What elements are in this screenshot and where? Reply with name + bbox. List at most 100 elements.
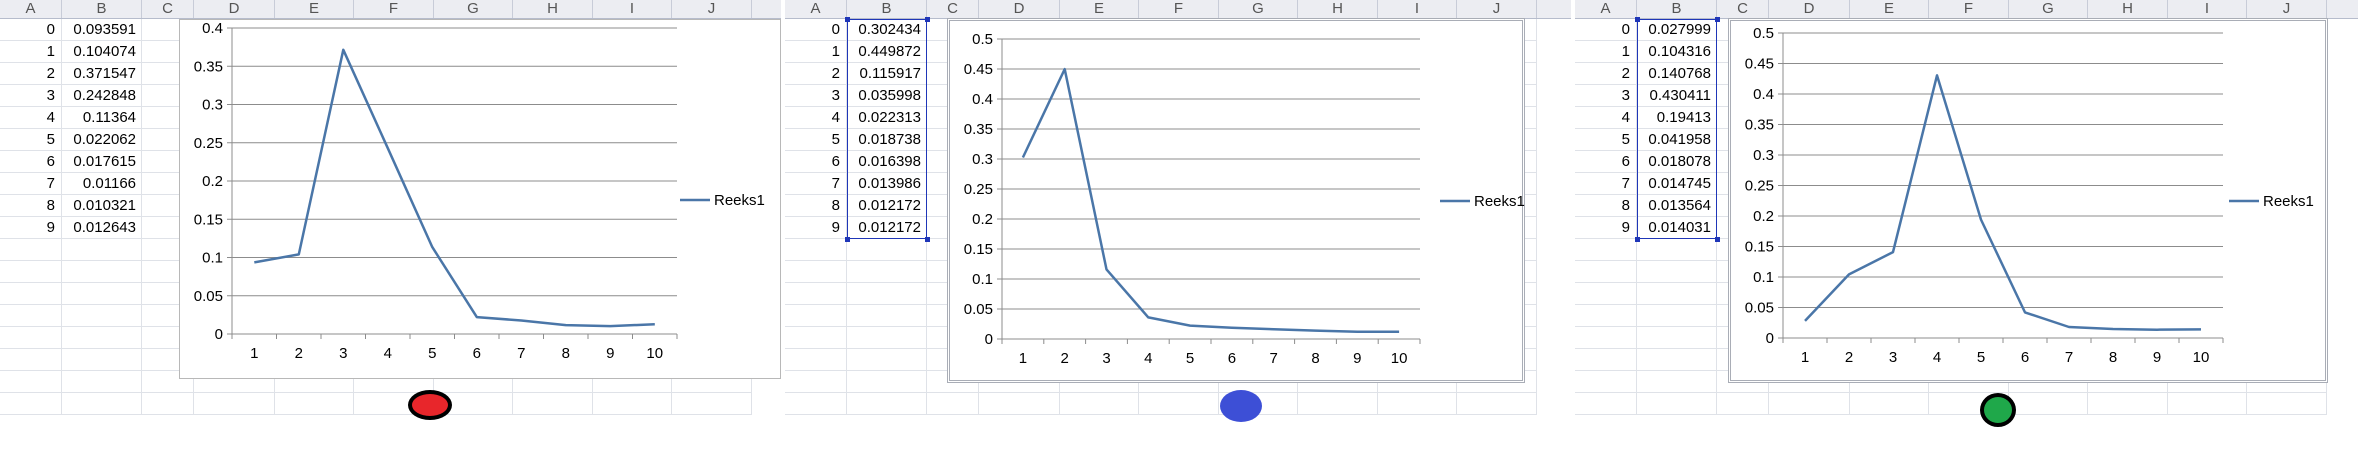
value-cell[interactable]: 0.012172 bbox=[847, 195, 927, 217]
column-header-f[interactable]: F bbox=[1139, 0, 1219, 18]
index-cell[interactable]: 2 bbox=[0, 63, 62, 85]
index-cell[interactable]: 4 bbox=[785, 107, 847, 129]
column-header-i[interactable]: I bbox=[2168, 0, 2247, 18]
selection-handle[interactable] bbox=[1635, 237, 1640, 242]
column-header-b[interactable]: B bbox=[62, 0, 142, 18]
column-header-h[interactable]: H bbox=[1298, 0, 1378, 18]
index-cell[interactable]: 0 bbox=[785, 19, 847, 41]
value-cell[interactable]: 0.104316 bbox=[1637, 41, 1717, 63]
index-cell[interactable]: 8 bbox=[1575, 195, 1637, 217]
value-cell[interactable]: 0.016398 bbox=[847, 151, 927, 173]
value-cell[interactable]: 0.01166 bbox=[62, 173, 142, 195]
index-cell[interactable]: 6 bbox=[0, 151, 62, 173]
value-cell[interactable]: 0.093591 bbox=[62, 19, 142, 41]
column-header-f[interactable]: F bbox=[354, 0, 434, 18]
column-header-h[interactable]: H bbox=[513, 0, 593, 18]
index-cell[interactable]: 3 bbox=[0, 85, 62, 107]
selection-handle[interactable] bbox=[845, 17, 850, 22]
column-header-g[interactable]: G bbox=[1219, 0, 1298, 18]
index-cell[interactable]: 8 bbox=[0, 195, 62, 217]
value-cell[interactable]: 0.013986 bbox=[847, 173, 927, 195]
line-chart-2[interactable]: 0 0.05 0.1 0.15 0.2 0.25 0.3 0.35 0.4 0.45 0.5 1 2 3 4… bbox=[947, 18, 1525, 383]
column-header-c[interactable]: C bbox=[142, 0, 194, 18]
index-cell[interactable]: 7 bbox=[1575, 173, 1637, 195]
column-header-i[interactable]: I bbox=[1378, 0, 1457, 18]
index-cell[interactable]: 0 bbox=[1575, 19, 1637, 41]
value-cell[interactable]: 0.430411 bbox=[1637, 85, 1717, 107]
index-cell[interactable]: 6 bbox=[785, 151, 847, 173]
column-header-j[interactable]: J bbox=[1457, 0, 1537, 18]
index-cell[interactable]: 2 bbox=[785, 63, 847, 85]
column-header-e[interactable]: E bbox=[1060, 0, 1139, 18]
value-cell[interactable]: 0.302434 bbox=[847, 19, 927, 41]
value-cell[interactable]: 0.371547 bbox=[62, 63, 142, 85]
column-header-b[interactable]: B bbox=[847, 0, 927, 18]
column-header-h[interactable]: H bbox=[2088, 0, 2168, 18]
column-header-a[interactable]: A bbox=[0, 0, 62, 18]
value-cell[interactable]: 0.242848 bbox=[62, 85, 142, 107]
selection-handle[interactable] bbox=[845, 237, 850, 242]
column-header-a[interactable]: A bbox=[785, 0, 847, 18]
index-cell[interactable]: 4 bbox=[1575, 107, 1637, 129]
index-cell[interactable]: 2 bbox=[1575, 63, 1637, 85]
value-cell[interactable]: 0.010321 bbox=[62, 195, 142, 217]
value-cell[interactable]: 0.022062 bbox=[62, 129, 142, 151]
value-cell[interactable]: 0.041958 bbox=[1637, 129, 1717, 151]
column-header-g[interactable]: G bbox=[434, 0, 513, 18]
column-header-d[interactable]: D bbox=[979, 0, 1060, 18]
column-header-f[interactable]: F bbox=[1929, 0, 2009, 18]
index-cell[interactable]: 9 bbox=[785, 217, 847, 239]
value-cell[interactable]: 0.140768 bbox=[1637, 63, 1717, 85]
column-header-e[interactable]: E bbox=[275, 0, 354, 18]
column-header-g[interactable]: G bbox=[2009, 0, 2088, 18]
index-cell[interactable]: 7 bbox=[785, 173, 847, 195]
value-cell[interactable]: 0.104074 bbox=[62, 41, 142, 63]
value-cell[interactable]: 0.022313 bbox=[847, 107, 927, 129]
index-cell[interactable]: 1 bbox=[0, 41, 62, 63]
column-header-c[interactable]: C bbox=[927, 0, 979, 18]
selection-handle[interactable] bbox=[1635, 17, 1640, 22]
column-header-b[interactable]: B bbox=[1637, 0, 1717, 18]
index-cell[interactable]: 7 bbox=[0, 173, 62, 195]
value-cell[interactable]: 0.19413 bbox=[1637, 107, 1717, 129]
index-cell[interactable]: 1 bbox=[785, 41, 847, 63]
index-cell[interactable]: 6 bbox=[1575, 151, 1637, 173]
value-cell[interactable]: 0.017615 bbox=[62, 151, 142, 173]
index-cell[interactable]: 5 bbox=[1575, 129, 1637, 151]
index-cell[interactable]: 3 bbox=[785, 85, 847, 107]
selection-handle[interactable] bbox=[925, 17, 930, 22]
index-cell[interactable]: 9 bbox=[1575, 217, 1637, 239]
value-cell[interactable]: 0.11364 bbox=[62, 107, 142, 129]
column-header-d[interactable]: D bbox=[1769, 0, 1850, 18]
value-cell[interactable]: 0.014031 bbox=[1637, 217, 1717, 239]
value-cell[interactable]: 0.018738 bbox=[847, 129, 927, 151]
value-cell[interactable]: 0.027999 bbox=[1637, 19, 1717, 41]
value-cell[interactable]: 0.035998 bbox=[847, 85, 927, 107]
value-cell[interactable]: 0.449872 bbox=[847, 41, 927, 63]
index-cell[interactable]: 5 bbox=[785, 129, 847, 151]
selection-handle[interactable] bbox=[1715, 237, 1720, 242]
index-cell[interactable]: 0 bbox=[0, 19, 62, 41]
index-cell[interactable]: 5 bbox=[0, 129, 62, 151]
value-cell[interactable]: 0.014745 bbox=[1637, 173, 1717, 195]
value-cell[interactable]: 0.012643 bbox=[62, 217, 142, 239]
column-header-j[interactable]: J bbox=[672, 0, 752, 18]
line-chart-1[interactable]: 0 0.05 0.1 0.15 0.2 0.25 0.3 0.35 0.4 1 2 3 4 5 6 7 8 9 10… bbox=[179, 19, 781, 379]
column-header-e[interactable]: E bbox=[1850, 0, 1929, 18]
index-cell[interactable]: 8 bbox=[785, 195, 847, 217]
line-chart-3[interactable]: 0 0.05 0.1 0.15 0.2 0.25 0.3 0.35 0.4 0.45 0.5 1 2 3 4… bbox=[1728, 18, 2328, 383]
index-cell[interactable]: 4 bbox=[0, 107, 62, 129]
column-header-d[interactable]: D bbox=[194, 0, 275, 18]
index-cell[interactable]: 3 bbox=[1575, 85, 1637, 107]
selection-handle[interactable] bbox=[1715, 17, 1720, 22]
value-cell[interactable]: 0.018078 bbox=[1637, 151, 1717, 173]
value-cell[interactable]: 0.012172 bbox=[847, 217, 927, 239]
value-cell[interactable]: 0.115917 bbox=[847, 63, 927, 85]
column-header-j[interactable]: J bbox=[2247, 0, 2327, 18]
index-cell[interactable]: 1 bbox=[1575, 41, 1637, 63]
index-cell[interactable]: 9 bbox=[0, 217, 62, 239]
value-cell[interactable]: 0.013564 bbox=[1637, 195, 1717, 217]
column-header-c[interactable]: C bbox=[1717, 0, 1769, 18]
selection-handle[interactable] bbox=[925, 237, 930, 242]
column-header-a[interactable]: A bbox=[1575, 0, 1637, 18]
